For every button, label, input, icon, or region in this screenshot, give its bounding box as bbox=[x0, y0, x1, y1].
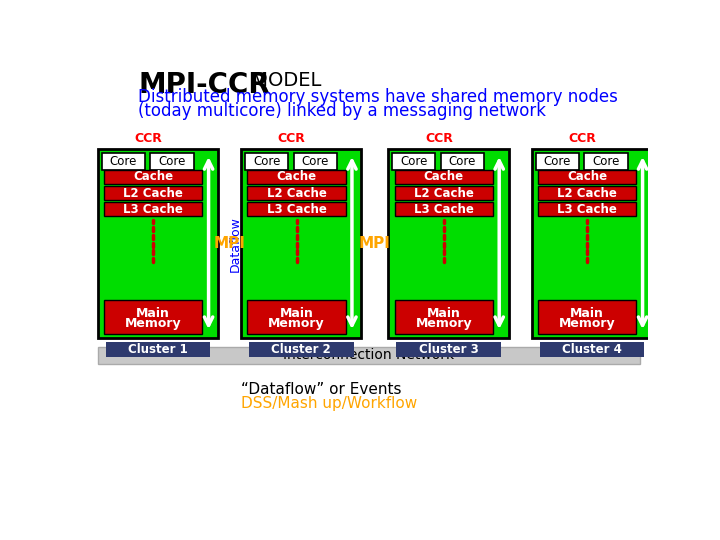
Text: CCR: CCR bbox=[568, 132, 596, 145]
Text: L3 Cache: L3 Cache bbox=[557, 202, 617, 215]
Text: Cluster 4: Cluster 4 bbox=[562, 343, 622, 356]
Text: Core: Core bbox=[544, 156, 571, 168]
Text: Core: Core bbox=[109, 156, 137, 168]
Bar bbox=[392, 153, 436, 170]
Bar bbox=[98, 347, 640, 363]
Bar bbox=[104, 186, 202, 200]
Text: Core: Core bbox=[253, 156, 280, 168]
Bar bbox=[388, 150, 508, 338]
Text: CCR: CCR bbox=[278, 132, 305, 145]
Text: MODEL: MODEL bbox=[245, 71, 321, 90]
Bar bbox=[104, 170, 202, 184]
Bar bbox=[538, 170, 636, 184]
Text: DSS/Mash up/Workflow: DSS/Mash up/Workflow bbox=[241, 396, 418, 411]
Bar bbox=[106, 342, 210, 357]
Bar bbox=[395, 300, 493, 334]
Text: MPI: MPI bbox=[359, 237, 391, 251]
Bar bbox=[248, 186, 346, 200]
Text: Main: Main bbox=[570, 307, 604, 320]
Text: Core: Core bbox=[449, 156, 476, 168]
Text: MPI: MPI bbox=[214, 237, 246, 251]
Bar bbox=[248, 202, 346, 217]
Text: Core: Core bbox=[158, 156, 186, 168]
Text: Main: Main bbox=[279, 307, 313, 320]
Bar bbox=[538, 202, 636, 217]
Text: Core: Core bbox=[400, 156, 428, 168]
Bar bbox=[104, 300, 202, 334]
Text: Cluster 1: Cluster 1 bbox=[128, 343, 188, 356]
Text: Cluster 2: Cluster 2 bbox=[271, 343, 331, 356]
Bar bbox=[539, 342, 644, 357]
Text: Main: Main bbox=[136, 307, 170, 320]
Bar bbox=[532, 150, 652, 338]
Text: MPI-CCR: MPI-CCR bbox=[138, 71, 270, 99]
Bar bbox=[536, 153, 579, 170]
Text: Main: Main bbox=[427, 307, 461, 320]
Bar bbox=[98, 150, 218, 338]
Text: L3 Cache: L3 Cache bbox=[414, 202, 474, 215]
Bar bbox=[248, 300, 346, 334]
Bar bbox=[538, 300, 636, 334]
Text: Memory: Memory bbox=[269, 317, 325, 330]
Bar bbox=[441, 153, 484, 170]
Text: Cluster 3: Cluster 3 bbox=[418, 343, 478, 356]
Text: Dataflow: Dataflow bbox=[228, 216, 241, 272]
Bar bbox=[294, 153, 337, 170]
Bar bbox=[248, 170, 346, 184]
Text: Memory: Memory bbox=[559, 317, 616, 330]
Text: Cache: Cache bbox=[133, 170, 174, 184]
Text: Interconnection Network: Interconnection Network bbox=[284, 348, 454, 362]
Bar bbox=[245, 153, 288, 170]
Text: L3 Cache: L3 Cache bbox=[123, 202, 183, 215]
Text: Memory: Memory bbox=[415, 317, 472, 330]
Text: Cache: Cache bbox=[567, 170, 607, 184]
Bar bbox=[249, 342, 354, 357]
Text: “Dataflow” or Events: “Dataflow” or Events bbox=[241, 382, 402, 397]
Bar bbox=[395, 202, 493, 217]
Text: L2 Cache: L2 Cache bbox=[414, 186, 474, 199]
Text: Memory: Memory bbox=[125, 317, 181, 330]
Bar bbox=[585, 153, 628, 170]
Bar bbox=[395, 186, 493, 200]
Bar bbox=[241, 150, 361, 338]
Text: CCR: CCR bbox=[134, 132, 162, 145]
Text: Distributed memory systems have shared memory nodes: Distributed memory systems have shared m… bbox=[138, 88, 618, 106]
Bar bbox=[104, 202, 202, 217]
Bar bbox=[150, 153, 194, 170]
Text: L2 Cache: L2 Cache bbox=[266, 186, 326, 199]
Text: Cache: Cache bbox=[276, 170, 317, 184]
Bar bbox=[396, 342, 500, 357]
Text: L3 Cache: L3 Cache bbox=[266, 202, 326, 215]
Text: Core: Core bbox=[593, 156, 620, 168]
Text: L2 Cache: L2 Cache bbox=[123, 186, 183, 199]
Text: (today multicore) linked by a messaging network: (today multicore) linked by a messaging … bbox=[138, 102, 546, 120]
Bar bbox=[395, 170, 493, 184]
Text: L2 Cache: L2 Cache bbox=[557, 186, 617, 199]
Text: CCR: CCR bbox=[425, 132, 453, 145]
Bar bbox=[538, 186, 636, 200]
Bar bbox=[102, 153, 145, 170]
Text: Core: Core bbox=[302, 156, 329, 168]
Text: Cache: Cache bbox=[424, 170, 464, 184]
